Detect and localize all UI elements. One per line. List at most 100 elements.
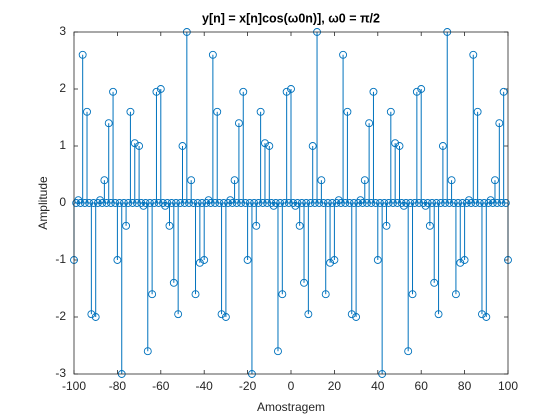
stem-marker bbox=[404, 347, 413, 356]
stem-marker bbox=[156, 85, 165, 93]
stem-marker bbox=[239, 87, 248, 96]
stem-marker bbox=[137, 199, 146, 207]
stem-marker bbox=[315, 199, 324, 207]
stem-marker bbox=[174, 310, 183, 319]
stem-marker bbox=[224, 199, 233, 207]
stem-marker bbox=[178, 142, 187, 150]
stem-marker bbox=[297, 199, 306, 207]
stem-marker bbox=[172, 199, 180, 207]
stem-marker bbox=[180, 199, 189, 207]
stem-marker bbox=[76, 199, 85, 207]
stem-marker bbox=[363, 199, 371, 207]
stem-marker bbox=[491, 176, 499, 185]
stem-marker bbox=[417, 85, 426, 93]
stem-marker bbox=[202, 199, 211, 207]
stem-marker bbox=[321, 290, 330, 299]
stem-marker bbox=[241, 199, 250, 207]
stem-marker bbox=[323, 199, 332, 207]
stem-marker bbox=[111, 199, 120, 207]
stem-marker bbox=[469, 50, 478, 59]
stem-marker bbox=[456, 258, 465, 267]
stem-marker bbox=[93, 199, 102, 207]
stem-marker bbox=[167, 199, 176, 207]
stem-marker bbox=[369, 87, 378, 96]
stem-marker bbox=[256, 107, 265, 116]
stem-marker bbox=[245, 199, 254, 207]
stem-marker bbox=[334, 196, 343, 205]
stem-marker bbox=[243, 256, 252, 264]
stem-marker bbox=[258, 199, 267, 207]
stem-marker bbox=[308, 142, 317, 150]
stem-marker bbox=[169, 278, 178, 287]
stem-marker bbox=[365, 119, 374, 128]
stem-marker bbox=[464, 196, 473, 205]
x-tick-label: 0 bbox=[288, 379, 295, 393]
stem-marker bbox=[339, 50, 348, 59]
stem-marker bbox=[221, 313, 230, 321]
stem-marker bbox=[185, 199, 193, 207]
stem-marker bbox=[367, 199, 376, 207]
stem-marker bbox=[356, 196, 365, 205]
stem-marker bbox=[336, 199, 345, 207]
stem-marker bbox=[148, 290, 157, 299]
stem-marker bbox=[100, 176, 109, 185]
stem-marker bbox=[397, 199, 406, 207]
stem-marker bbox=[395, 142, 404, 150]
stem-marker bbox=[85, 199, 94, 207]
stem-marker bbox=[449, 199, 458, 207]
stem-marker bbox=[462, 199, 471, 207]
x-tick-label: -100 bbox=[62, 379, 86, 393]
stem-marker bbox=[154, 199, 163, 207]
stem-marker bbox=[254, 199, 263, 207]
stem-marker bbox=[380, 199, 389, 207]
stem-marker bbox=[332, 199, 341, 207]
stem-marker bbox=[436, 199, 445, 207]
stem-marker bbox=[226, 196, 235, 205]
stem-marker bbox=[87, 310, 96, 319]
y-tick-label: 1 bbox=[59, 138, 66, 152]
stem-marker bbox=[341, 199, 350, 207]
stem-marker bbox=[193, 199, 202, 207]
stem-marker bbox=[124, 199, 133, 207]
chart-title: y[n] = x[n]cos(ω0n)], ω0 = π/2 bbox=[202, 11, 380, 25]
stem-marker bbox=[310, 199, 319, 207]
stem-marker bbox=[425, 221, 434, 230]
stem-marker bbox=[195, 258, 204, 267]
stem-marker bbox=[347, 310, 356, 319]
stem-marker bbox=[89, 199, 98, 207]
stem-marker bbox=[176, 199, 185, 207]
stem-marker bbox=[486, 196, 495, 205]
stem-marker bbox=[269, 201, 278, 210]
stem-marker bbox=[211, 199, 220, 207]
stem-marker bbox=[102, 199, 111, 207]
y-tick-label: 2 bbox=[59, 81, 66, 95]
stem-marker bbox=[328, 199, 337, 207]
stem-marker bbox=[376, 199, 384, 207]
stem-marker bbox=[402, 199, 410, 207]
stem-marker bbox=[317, 176, 326, 185]
stem-marker bbox=[261, 139, 269, 148]
stem-marker bbox=[130, 139, 139, 148]
stem-marker bbox=[126, 107, 135, 116]
stem-marker bbox=[428, 199, 436, 207]
x-tick-label: -40 bbox=[196, 379, 214, 393]
stem-marker bbox=[415, 199, 423, 207]
stem-marker bbox=[274, 347, 282, 356]
y-tick-label: -3 bbox=[55, 366, 66, 380]
stem-marker bbox=[482, 313, 491, 321]
stem-marker bbox=[204, 196, 213, 205]
stem-marker bbox=[213, 107, 222, 116]
stem-marker bbox=[143, 347, 152, 356]
x-tick-label: 60 bbox=[415, 379, 429, 393]
stem-marker bbox=[354, 199, 363, 207]
stem-marker bbox=[80, 199, 89, 207]
stem-marker bbox=[460, 256, 469, 264]
stem-marker bbox=[282, 87, 291, 96]
stem-marker bbox=[217, 310, 226, 319]
stem-marker bbox=[432, 199, 441, 207]
stem-marker bbox=[208, 50, 217, 59]
stem-marker bbox=[384, 199, 393, 207]
stem-marker bbox=[132, 199, 141, 207]
y-axis-label: Amplitude bbox=[36, 176, 50, 230]
